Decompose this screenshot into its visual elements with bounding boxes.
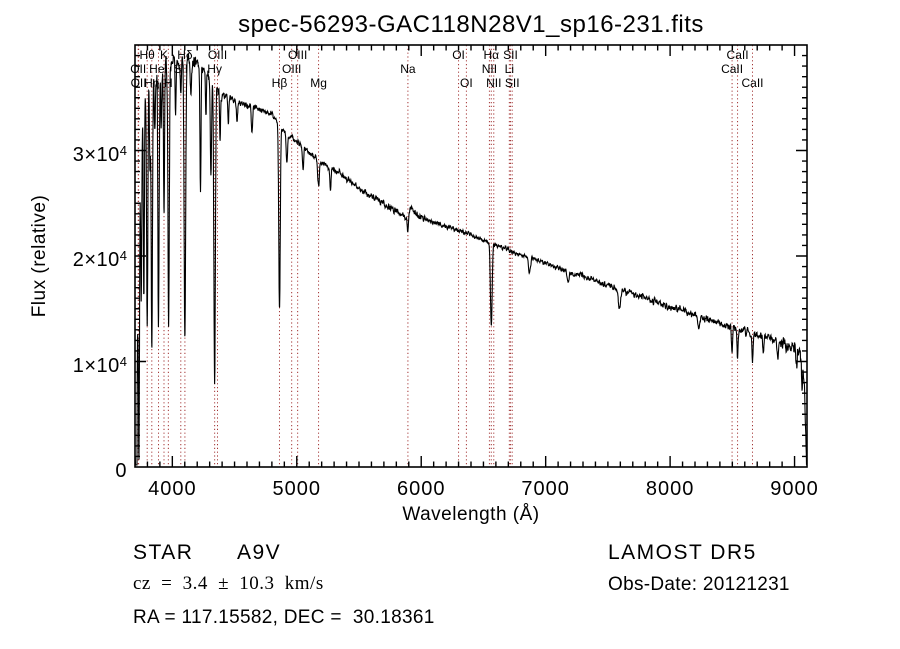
- spectral-line-label: NII: [481, 62, 498, 76]
- spectral-line-label: Hβ: [271, 76, 288, 90]
- spectral-line-label: HeI: [149, 62, 168, 76]
- spectral-line-label: OI: [460, 76, 473, 90]
- spectral-line-label: Hη: [144, 76, 160, 90]
- spectral-line-label: K: [159, 48, 168, 62]
- spectral-line-label: Na: [400, 62, 416, 76]
- spectral-line-label: Mg: [310, 76, 327, 90]
- spectral-line-label: SII: [173, 62, 189, 76]
- spectral-line-label: OII: [130, 62, 147, 76]
- spectral-line-label: Hα: [483, 48, 500, 62]
- spectral-line-label: NII: [486, 76, 502, 90]
- spectral-line-label: CaII: [726, 48, 749, 62]
- spectral-line-label: SII: [503, 48, 518, 62]
- spectral-line-label: OIII: [207, 48, 228, 62]
- spectral-line-label: SII: [504, 76, 520, 90]
- spectral-line-label: OIII: [282, 62, 302, 76]
- spectral-line-label: OI: [452, 48, 465, 62]
- spectral-line-label: OIII: [287, 48, 308, 62]
- spectral-line-label: CaII: [721, 62, 744, 76]
- spectral-line-label: Hθ: [139, 48, 155, 62]
- spectral-line-label: Hδ: [177, 48, 193, 62]
- spectral-line-label: CaII: [741, 76, 764, 90]
- spectral-line-label: Hγ: [207, 62, 222, 76]
- spectral-line-label: Li: [504, 62, 514, 76]
- spectral-line-label: H: [164, 76, 173, 90]
